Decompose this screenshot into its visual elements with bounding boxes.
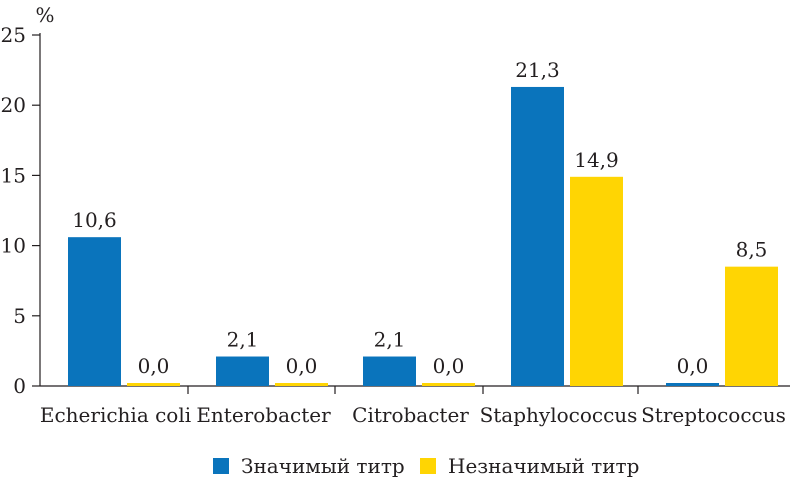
legend: Значимый титр Незначимый титр (213, 454, 639, 478)
bar-significant-2 (363, 356, 416, 386)
x-category-label: Echerichia coli (40, 403, 191, 427)
bars (68, 86, 778, 386)
x-category-label: Staphylococcus (480, 403, 638, 427)
bar-significant-4 (666, 383, 719, 386)
bar-insignificant-4 (725, 266, 778, 386)
legend-swatch (213, 458, 229, 474)
data-label: 0,0 (677, 354, 709, 378)
x-axis: Echerichia coli Enterobacter Citrobacter St… (40, 385, 790, 427)
y-tick-label: 5 (13, 304, 26, 328)
data-label: 0,0 (286, 354, 318, 378)
data-label: 2,1 (227, 328, 259, 352)
bar-insignificant-1 (275, 383, 328, 386)
bar-insignificant-3 (570, 176, 623, 386)
bar-significant-0 (68, 237, 121, 386)
legend-label: Значимый титр (241, 454, 405, 478)
bar-significant-3 (511, 86, 564, 386)
x-category-label: Enterobacter (196, 403, 331, 427)
legend-label: Незначимый титр (448, 454, 639, 478)
data-label: 2,1 (374, 328, 406, 352)
y-tick-label: 0 (13, 374, 26, 398)
y-tick-label: 15 (1, 163, 26, 187)
y-tick-label: 10 (1, 234, 26, 258)
x-category-label: Streptococcus (641, 403, 786, 427)
data-label: 14,9 (574, 148, 619, 172)
bar-insignificant-2 (422, 383, 475, 386)
data-labels: 10,6 2,1 2,1 21,3 0,0 0,0 0,0 0,0 14,9 8,5 (72, 58, 767, 378)
bar-significant-1 (216, 356, 269, 386)
y-axis-unit-label: % (35, 3, 54, 27)
y-tick-label: 20 (1, 93, 26, 117)
legend-swatch (420, 458, 436, 474)
y-axis: 0 5 10 15 20 25% (1, 3, 55, 398)
data-label: 21,3 (515, 58, 560, 82)
y-tick-label: 25 (1, 23, 26, 47)
bar-insignificant-0 (127, 383, 180, 386)
data-label: 0,0 (433, 354, 465, 378)
x-category-label: Citrobacter (352, 403, 469, 427)
data-label: 0,0 (138, 354, 170, 378)
data-label: 8,5 (736, 238, 768, 262)
data-label: 10,6 (72, 208, 117, 232)
